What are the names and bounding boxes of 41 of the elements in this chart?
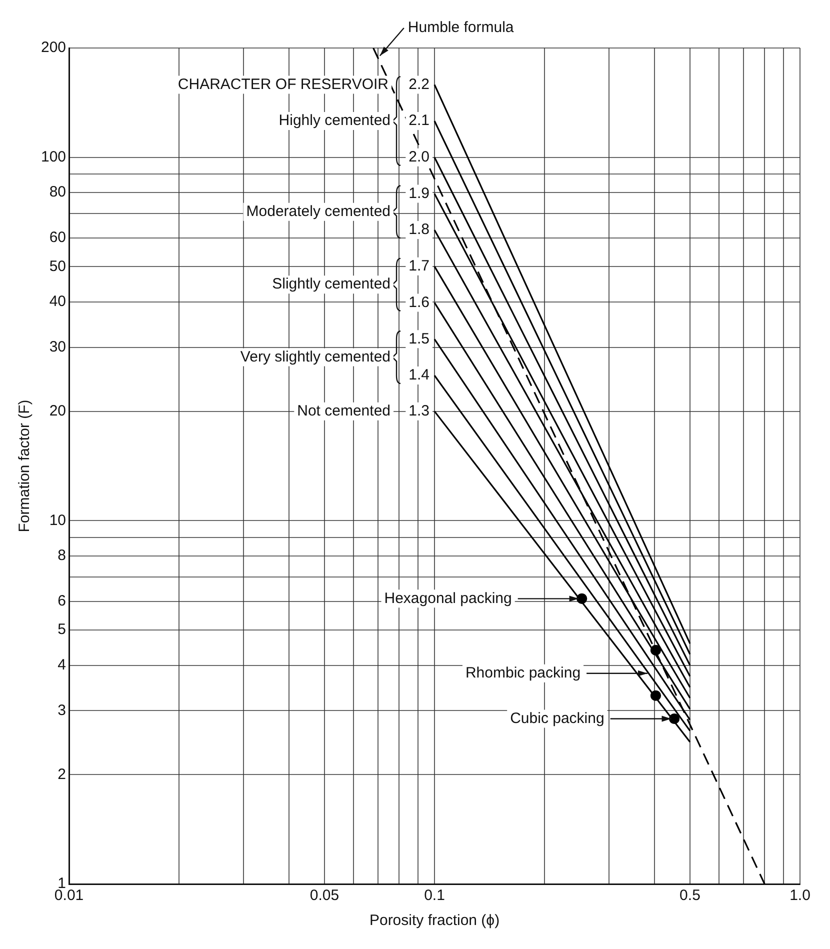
series-label: 2.0 bbox=[408, 148, 430, 166]
annotation: Humble formula bbox=[408, 19, 514, 36]
series-label: 1.3 bbox=[408, 402, 430, 420]
y-tick-label: 2 bbox=[58, 766, 66, 783]
series-label: 1.6 bbox=[408, 294, 430, 311]
y-tick-label: 3 bbox=[58, 702, 66, 719]
annotation: Not cemented bbox=[297, 402, 391, 420]
y-tick-label: 60 bbox=[49, 229, 66, 246]
annotation: Slightly cemented bbox=[272, 276, 391, 293]
y-tick-label: 40 bbox=[49, 293, 66, 310]
annotation: Moderately cemented bbox=[246, 203, 391, 220]
y-tick-label: 50 bbox=[49, 258, 66, 275]
y-tick-label: 10 bbox=[49, 512, 66, 529]
series-label: 2.1 bbox=[408, 112, 430, 130]
annotation: Hexagonal packing bbox=[384, 590, 512, 607]
annotation: Rhombic packing bbox=[465, 664, 581, 682]
annotation: Very slightly cemented bbox=[240, 348, 391, 366]
x-tick-label: 0.5 bbox=[680, 887, 700, 904]
x-tick-label: 0.05 bbox=[310, 887, 340, 904]
annotation: CHARACTER OF RESERVOIR bbox=[178, 76, 389, 93]
series-label: 1.8 bbox=[408, 221, 430, 238]
y-axis-title: Formation factor (F) bbox=[16, 400, 34, 532]
y-tick-label: 4 bbox=[58, 656, 66, 674]
series-label: 1.5 bbox=[408, 330, 430, 348]
y-tick-label: 30 bbox=[49, 338, 66, 356]
series-label: 1.7 bbox=[408, 258, 430, 275]
series-label: 1.9 bbox=[408, 184, 430, 202]
y-tick-label: 6 bbox=[58, 592, 66, 610]
series-label: 1.4 bbox=[408, 366, 430, 384]
y-tick-label: 20 bbox=[49, 402, 66, 420]
y-tick-label: 8 bbox=[58, 547, 66, 564]
y-tick-label: 100 bbox=[40, 148, 66, 166]
x-tick-label: 0.1 bbox=[424, 887, 445, 904]
series-label: 2.2 bbox=[408, 76, 430, 93]
x-tick-label: 1.0 bbox=[790, 887, 810, 904]
annotation: Cubic packing bbox=[510, 710, 604, 727]
y-tick-label: 80 bbox=[49, 184, 66, 201]
x-axis-title: Porosity fraction (ϕ) bbox=[369, 912, 500, 930]
y-tick-label: 200 bbox=[40, 39, 66, 56]
annotation: Highly cemented bbox=[278, 112, 391, 130]
y-tick-label: 5 bbox=[58, 621, 66, 638]
